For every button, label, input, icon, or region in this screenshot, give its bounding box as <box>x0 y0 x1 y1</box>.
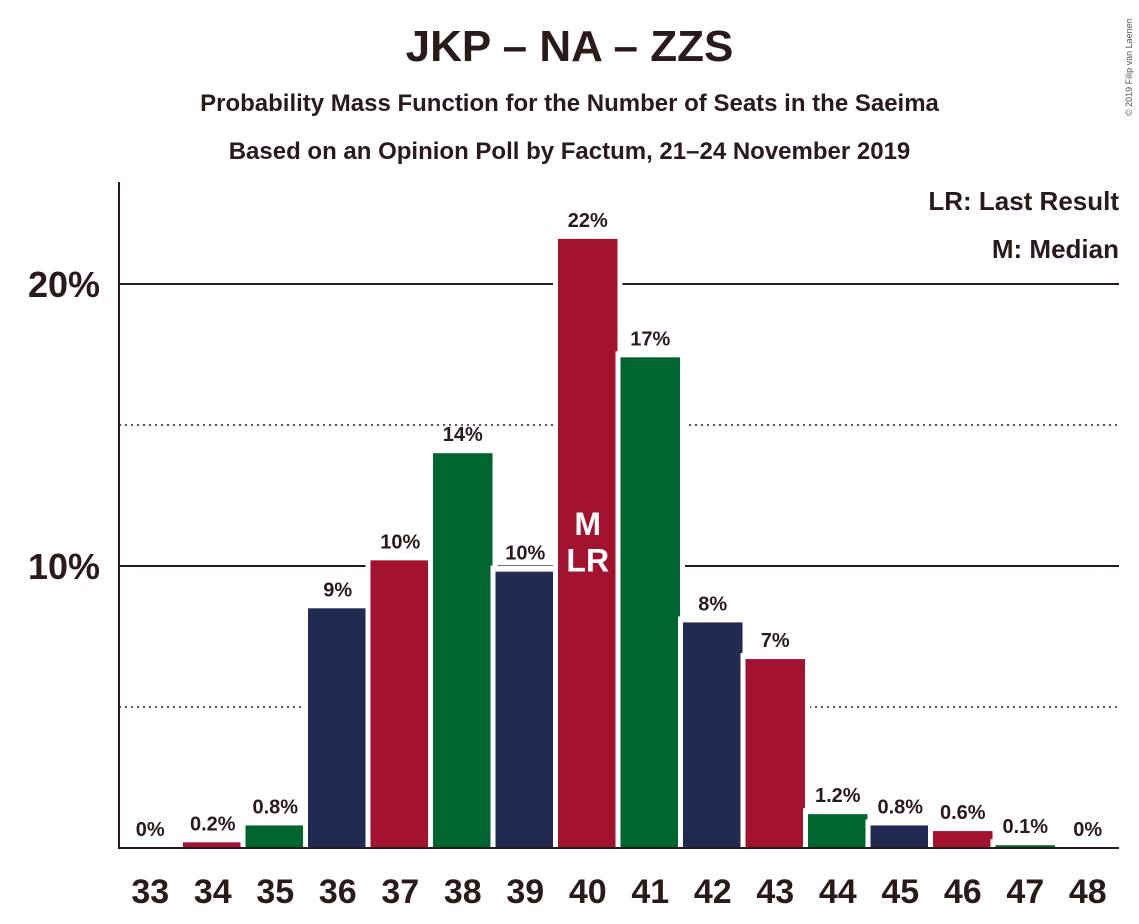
data-label-38: 14% <box>443 424 483 446</box>
x-tick-42: 42 <box>694 873 732 911</box>
x-tick-44: 44 <box>819 873 857 911</box>
data-label-45: 0.8% <box>877 796 923 818</box>
data-label-35: 0.8% <box>252 796 298 818</box>
data-label-41: 17% <box>630 328 670 350</box>
data-label-39: 10% <box>505 543 545 565</box>
data-label-47: 0.1% <box>1002 816 1048 838</box>
y-tick-20: 20% <box>28 264 100 305</box>
data-label-43: 7% <box>761 630 790 652</box>
bar-38 <box>433 453 493 848</box>
data-label-42: 8% <box>698 593 727 615</box>
legend-last-result: LR: Last Result <box>928 186 1119 216</box>
x-tick-36: 36 <box>319 873 357 911</box>
y-tick-10: 10% <box>28 546 100 587</box>
x-tick-39: 39 <box>506 873 544 911</box>
data-label-37: 10% <box>380 531 420 553</box>
bar-backdrop <box>178 836 248 848</box>
axes <box>118 182 1119 849</box>
x-tick-48: 48 <box>1069 873 1107 911</box>
data-label-36: 9% <box>323 579 352 601</box>
bar-47 <box>995 845 1055 848</box>
bar-43 <box>745 659 805 848</box>
data-labels: 0% 0.2% 0.8% 9% 10% 14% 10% 22% 17% 8% 7% 1.2% 0.8% 0… <box>136 210 1103 841</box>
chart-subtitle-source: Based on an Opinion Poll by Factum, 21–2… <box>228 138 911 165</box>
bar-35 <box>245 825 305 848</box>
chart-subtitle: Probability Mass Function for the Number… <box>200 90 939 117</box>
x-tick-41: 41 <box>631 873 669 911</box>
x-tick-34: 34 <box>194 873 232 911</box>
bar-41 <box>620 357 680 848</box>
bar-40 <box>558 238 618 848</box>
x-tick-33: 33 <box>131 873 169 911</box>
bar-45 <box>870 825 930 848</box>
x-tick-35: 35 <box>256 873 294 911</box>
data-label-48: 0% <box>1073 819 1102 841</box>
x-tick-45: 45 <box>881 873 919 911</box>
last-result-marker: LR <box>566 543 609 579</box>
chart-title: JKP – NA – ZZS <box>405 22 734 71</box>
x-tick-43: 43 <box>756 873 794 911</box>
y-tick-labels: 10% 20% <box>28 264 100 587</box>
x-tick-37: 37 <box>381 873 419 911</box>
bar-36 <box>308 608 368 848</box>
bar-39 <box>495 571 555 848</box>
data-label-40: 22% <box>568 210 608 232</box>
x-tick-labels: 33 34 35 36 37 38 39 40 41 42 43 44 45 46 47 48 <box>131 873 1106 911</box>
x-tick-47: 47 <box>1006 873 1044 911</box>
data-label-34: 0.2% <box>190 813 236 835</box>
bar-backdrop <box>990 839 1060 848</box>
bar-42 <box>683 622 743 848</box>
data-label-33: 0% <box>136 819 165 841</box>
bar-markers: MLR <box>566 506 609 579</box>
bar-37 <box>370 560 430 848</box>
bar-46 <box>933 831 993 848</box>
data-label-44: 1.2% <box>815 785 861 807</box>
data-label-46: 0.6% <box>940 802 986 824</box>
x-tick-38: 38 <box>444 873 482 911</box>
x-tick-40: 40 <box>569 873 607 911</box>
legend-median: M: Median <box>991 234 1119 264</box>
median-marker: M <box>574 506 601 542</box>
bar-34 <box>183 842 243 848</box>
bar-44 <box>808 814 868 848</box>
bars <box>178 232 1060 848</box>
x-tick-46: 46 <box>944 873 982 911</box>
